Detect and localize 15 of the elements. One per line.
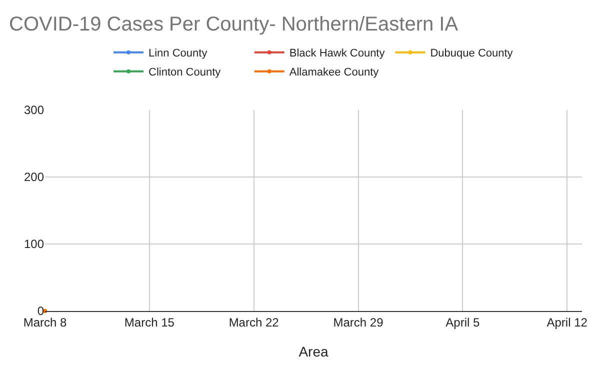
y-tick-label: 100 [24,237,44,252]
legend-label: Dubuque County [430,48,514,60]
x-tick-label: March 15 [124,315,175,330]
legend-label: Linn County [148,48,208,60]
x-tick-label: April 12 [546,315,588,330]
y-tick-label: 200 [24,170,44,184]
legend-label: Black Hawk County [289,48,386,60]
x-axis-title: Area [298,344,328,360]
x-tick-label: April 5 [446,315,480,330]
x-tick-label: March 29 [333,315,384,330]
legend-label: Clinton County [148,66,222,79]
y-tick-label: 300 [24,103,44,118]
x-tick-label: March 22 [228,315,280,330]
chart-title: COVID-19 Cases Per County- Northern/Eastern IA [9,14,459,36]
legend-label: Allamakee County [289,66,380,79]
